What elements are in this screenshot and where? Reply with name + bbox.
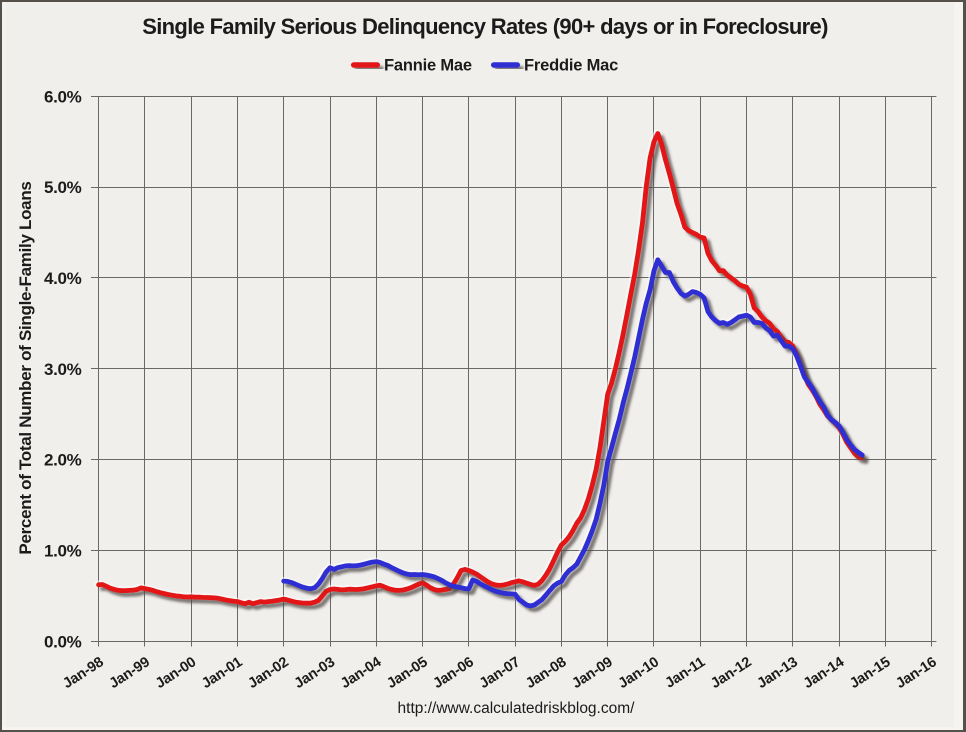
svg-text:http://www.calculatedriskblog.: http://www.calculatedriskblog.com/ — [398, 700, 636, 717]
svg-text:0.0%: 0.0% — [44, 632, 82, 651]
svg-text:5.0%: 5.0% — [44, 178, 82, 197]
svg-text:Single Family Serious Delinque: Single Family Serious Delinquency Rates … — [142, 14, 828, 39]
svg-text:1.0%: 1.0% — [44, 542, 82, 561]
svg-text:6.0%: 6.0% — [44, 87, 82, 106]
svg-text:Percent of Total Number of Sin: Percent of Total Number of Single-Family… — [16, 181, 35, 554]
svg-text:2.0%: 2.0% — [44, 451, 82, 470]
svg-text:Freddie Mac: Freddie Mac — [524, 57, 618, 75]
svg-text:Fannie Mae: Fannie Mae — [384, 57, 472, 75]
svg-text:4.0%: 4.0% — [44, 269, 82, 288]
svg-text:3.0%: 3.0% — [44, 360, 82, 379]
